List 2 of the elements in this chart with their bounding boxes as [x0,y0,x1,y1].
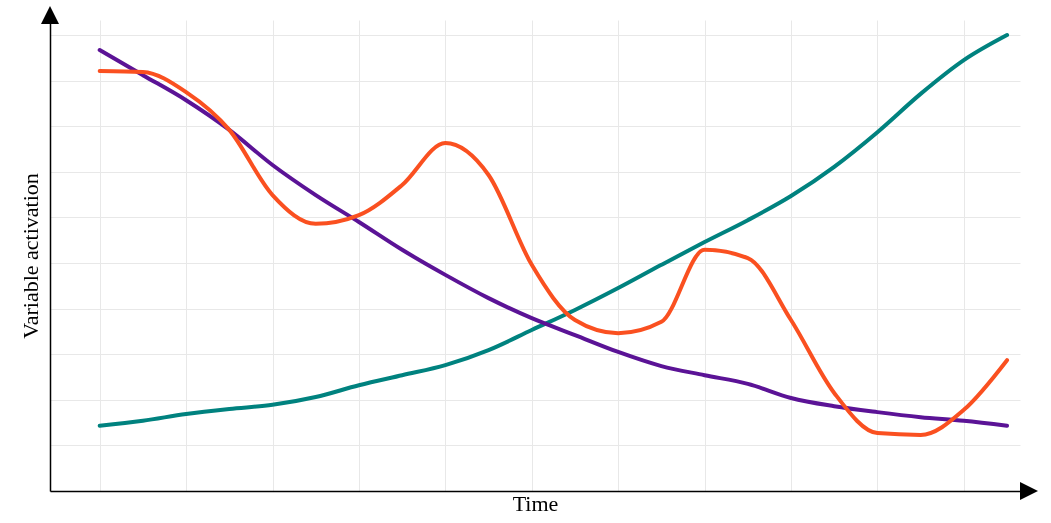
y-axis-title: Variable activation [17,173,43,339]
x-axis-title: Time [512,490,559,516]
